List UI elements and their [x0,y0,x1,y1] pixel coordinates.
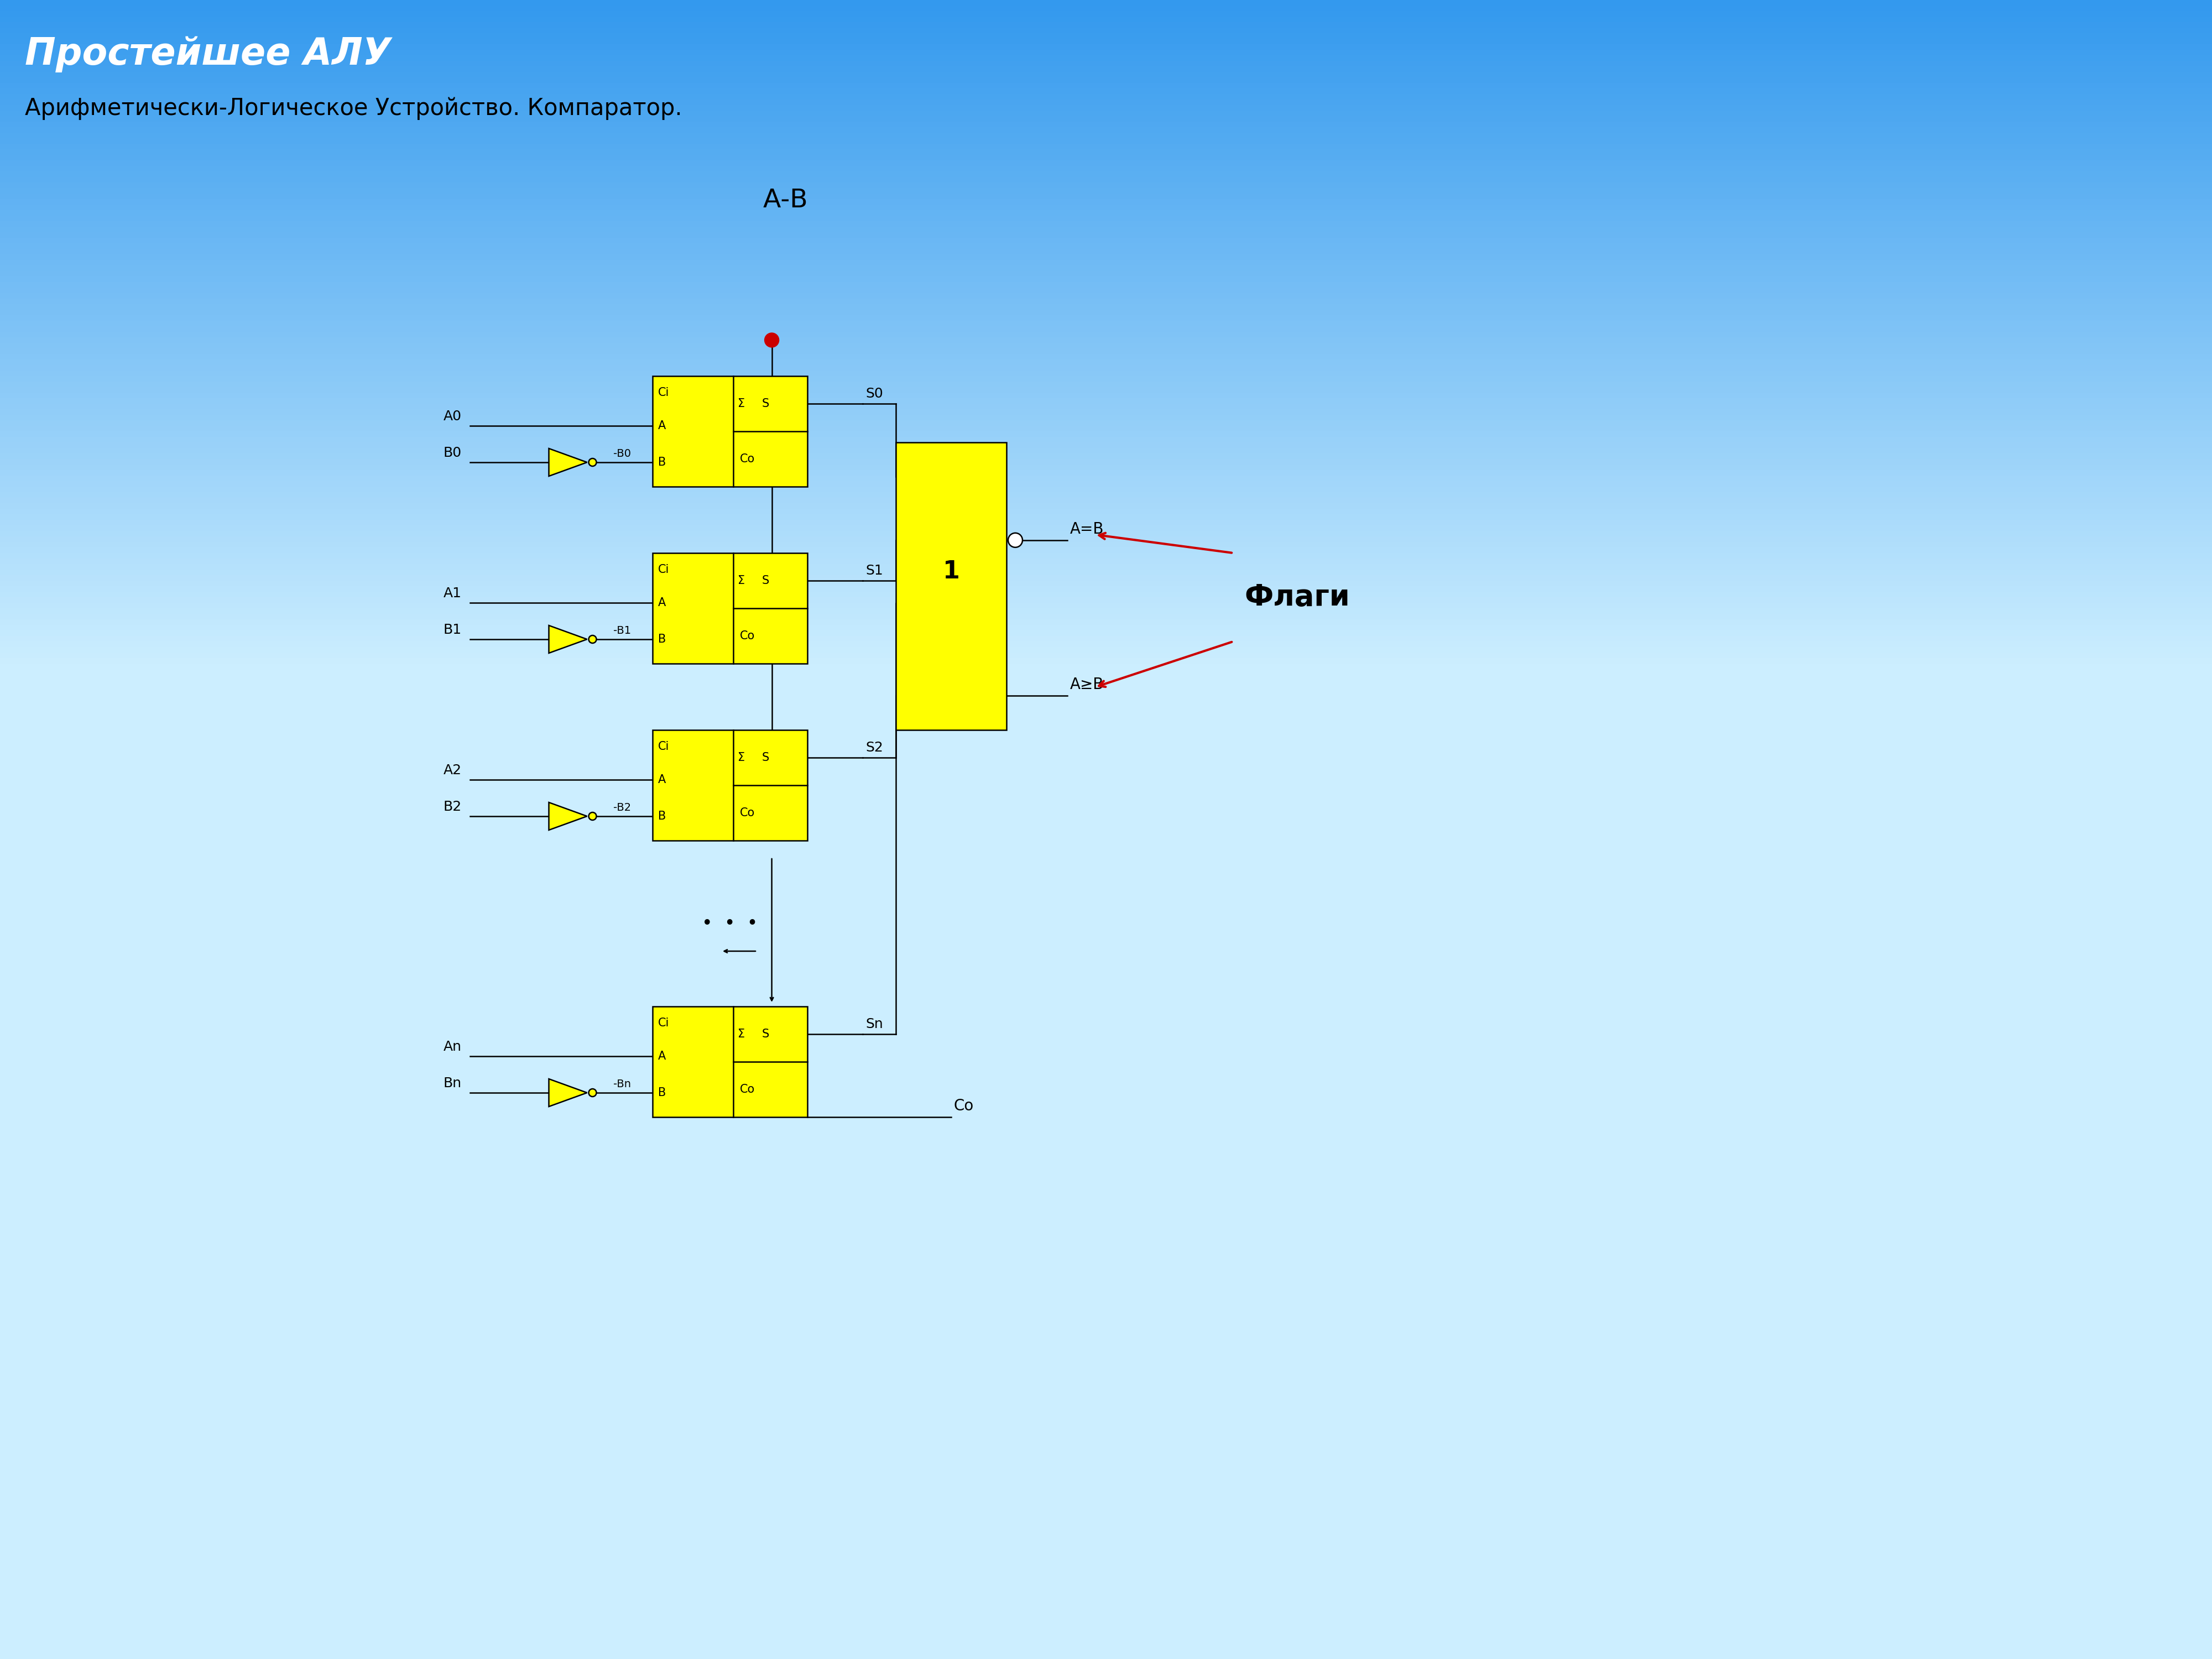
Text: Sn: Sn [865,1017,883,1030]
Text: А-В: А-В [763,187,807,212]
Text: B: B [659,456,666,468]
Text: B: B [659,634,666,645]
Text: B0: B0 [442,446,462,460]
Circle shape [588,1088,597,1097]
Text: Σ: Σ [737,1029,745,1040]
Text: S2: S2 [865,742,883,755]
Text: Co: Co [739,453,754,465]
Circle shape [1009,533,1022,547]
Text: S: S [761,398,770,410]
Text: -B1: -B1 [613,625,630,635]
Text: S0: S0 [865,387,883,400]
Bar [653,377,807,486]
Circle shape [588,458,597,466]
Text: Флаги: Флаги [1243,582,1349,612]
Text: B: B [659,1087,666,1098]
Polygon shape [549,625,586,654]
Circle shape [588,635,597,644]
Polygon shape [549,448,586,476]
Text: -B0: -B0 [613,448,630,460]
Text: Ci: Ci [659,1017,670,1029]
Polygon shape [549,803,586,830]
Circle shape [765,333,779,347]
Text: Ci: Ci [659,742,670,752]
Text: A: A [659,1050,666,1062]
Text: S: S [761,752,770,763]
Text: A2: A2 [442,763,462,776]
Text: A=B: A=B [1071,521,1104,538]
Text: Bn: Bn [442,1077,462,1090]
Text: Co: Co [953,1098,973,1113]
Text: Ci: Ci [659,387,670,398]
Text: -Bn: -Bn [613,1078,630,1090]
Circle shape [588,813,597,820]
Text: An: An [442,1040,462,1053]
Text: S: S [761,1029,770,1040]
Text: S1: S1 [865,564,883,577]
Text: Co: Co [739,630,754,642]
Bar [653,1007,807,1117]
Text: S: S [761,576,770,586]
Text: Σ: Σ [737,398,745,410]
Text: A1: A1 [442,587,462,601]
Polygon shape [549,1078,586,1107]
Text: A: A [659,420,666,431]
Text: B1: B1 [442,624,462,637]
Text: B: B [659,811,666,821]
Text: Co: Co [739,1083,754,1095]
Text: Σ: Σ [737,576,745,586]
Text: Σ: Σ [737,752,745,763]
Text: B2: B2 [442,800,462,813]
Text: 1: 1 [942,561,960,584]
Bar [653,552,807,664]
Text: Простейшее АЛУ: Простейшее АЛУ [24,36,392,73]
Bar [653,730,807,841]
Text: A: A [659,597,666,609]
Text: •  •  •: • • • [701,914,759,932]
Text: Арифметически-Логическое Устройство. Компаратор.: Арифметически-Логическое Устройство. Ком… [24,96,681,119]
Text: A0: A0 [442,410,462,423]
Text: Co: Co [739,808,754,818]
Text: Ci: Ci [659,564,670,576]
Text: A≥B: A≥B [1071,677,1104,692]
Text: A: A [659,775,666,785]
Text: -B2: -B2 [613,803,630,813]
Bar [896,443,1006,730]
